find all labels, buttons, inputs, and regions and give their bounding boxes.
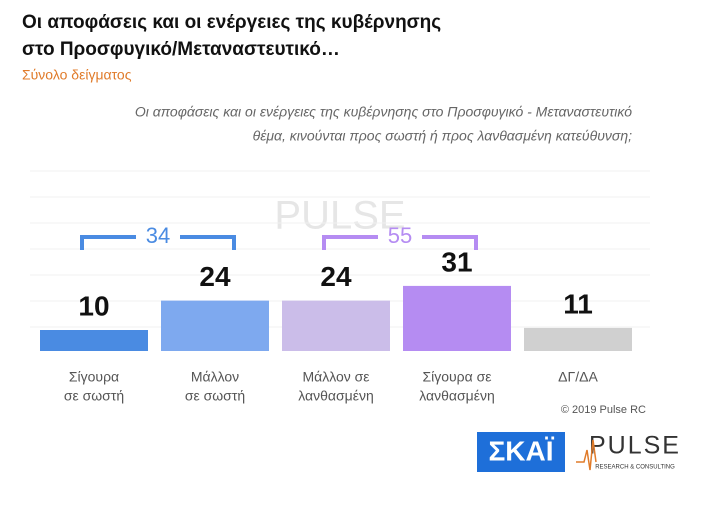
bracket-label: 34 (146, 223, 170, 248)
bracket-label: 55 (388, 223, 412, 248)
logo-right-sub: RESEARCH & CONSULTING (595, 465, 675, 471)
value-label: 24 (199, 261, 231, 292)
x-tick-label: λανθασμένη (298, 388, 374, 404)
value-label: 24 (320, 261, 352, 292)
x-tick-label: Σίγουρα σε (422, 369, 491, 385)
chart-title: στο Προσφυγικό/Μεταναστευτικό… (22, 39, 340, 60)
x-tick-label: σε σωστή (185, 388, 245, 404)
copyright: © 2019 Pulse RC (561, 404, 646, 416)
value-label: 31 (441, 246, 472, 277)
x-tick-label: ΔΓ/ΔΑ (558, 369, 598, 385)
bar (40, 330, 148, 351)
logo-box (477, 432, 565, 472)
bracket (80, 235, 236, 250)
question: Οι αποφάσεις και οι ενέργειες της κυβέρν… (135, 104, 632, 120)
chart-title: Οι αποφάσεις και οι ενέργειες της κυβέρν… (22, 12, 441, 33)
x-tick-label: Μάλλον σε (302, 369, 369, 385)
logo-pulse-line (576, 439, 597, 471)
value-label: 11 (563, 288, 593, 319)
x-tick-label: λανθασμένη (419, 388, 495, 404)
bar (282, 300, 390, 351)
value-label: 10 (78, 290, 109, 321)
bar (524, 327, 632, 351)
watermark: PULSE (274, 194, 405, 238)
x-tick-label: σε σωστή (64, 388, 124, 404)
chart-subtitle: Σύνολο δείγματος (22, 67, 132, 83)
x-tick-label: Σίγουρα (69, 369, 119, 385)
question: θέμα, κινούνται προς σωστή ή προς λανθασ… (253, 128, 632, 144)
bracket (322, 235, 478, 250)
x-tick-label: Μάλλον (191, 369, 239, 385)
logo-right: PULSE (589, 432, 681, 460)
logo-left: ΣΚΑΪ (488, 435, 554, 466)
bar (161, 300, 269, 351)
bar (403, 285, 511, 351)
